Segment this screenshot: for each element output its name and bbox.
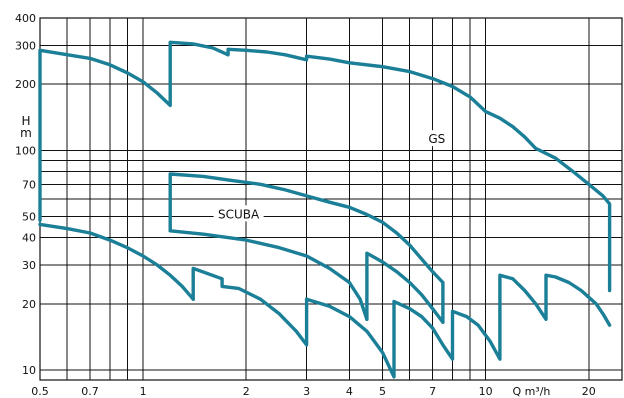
y-tick-label: 200	[15, 78, 36, 91]
x-tick-label: 5	[379, 385, 386, 398]
x-tick-label: 2	[243, 385, 250, 398]
y-tick-label: 300	[15, 39, 36, 52]
x-tick-label: 4	[346, 385, 353, 398]
curve-segment-1	[38, 40, 612, 293]
y-tick-label: 400	[15, 12, 36, 25]
y-tick-label: 20	[22, 298, 36, 311]
curve-annotation-scuba: SCUBA	[218, 207, 260, 221]
curve-segment-6	[191, 266, 309, 347]
y-tick-label: 70	[22, 178, 36, 191]
annotation-background	[213, 205, 264, 222]
y-tick-label: 10	[22, 364, 36, 377]
curve-segment-4	[365, 251, 445, 324]
curve-annotation-gs: GS	[428, 132, 445, 146]
curve-segment-3	[168, 229, 369, 321]
performance-curves	[38, 40, 612, 379]
x-tick-label: 0.5	[31, 385, 49, 398]
y-tick-label: 100	[15, 144, 36, 157]
y-tick-label: 50	[22, 210, 36, 223]
x-tick-label: 1	[140, 385, 147, 398]
tick-labels: 0.5 0.7 1 2 3 4 5 7 10 20 10 20 30 40 50 70 100 200 300 400	[15, 12, 596, 398]
annotation-background	[423, 130, 450, 147]
y-tick-label: 40	[22, 232, 36, 245]
x-tick-label: 10	[479, 385, 493, 398]
curve-segment-7	[304, 273, 612, 379]
x-tick-label: 7	[429, 385, 436, 398]
x-axis-label: Q m³/h	[512, 385, 550, 398]
chart-labels: Hm Q m³/h GS SCUBA	[20, 114, 550, 398]
x-tick-label: 3	[303, 385, 310, 398]
y-axis-label: H	[21, 114, 30, 128]
curve-segment-5	[38, 222, 195, 301]
curve-segment-2	[168, 172, 445, 324]
y-tick-label: 30	[22, 259, 36, 272]
x-tick-label: 20	[582, 385, 596, 398]
x-tick-label: 0.7	[81, 385, 99, 398]
y-axis-label: m	[20, 126, 32, 140]
